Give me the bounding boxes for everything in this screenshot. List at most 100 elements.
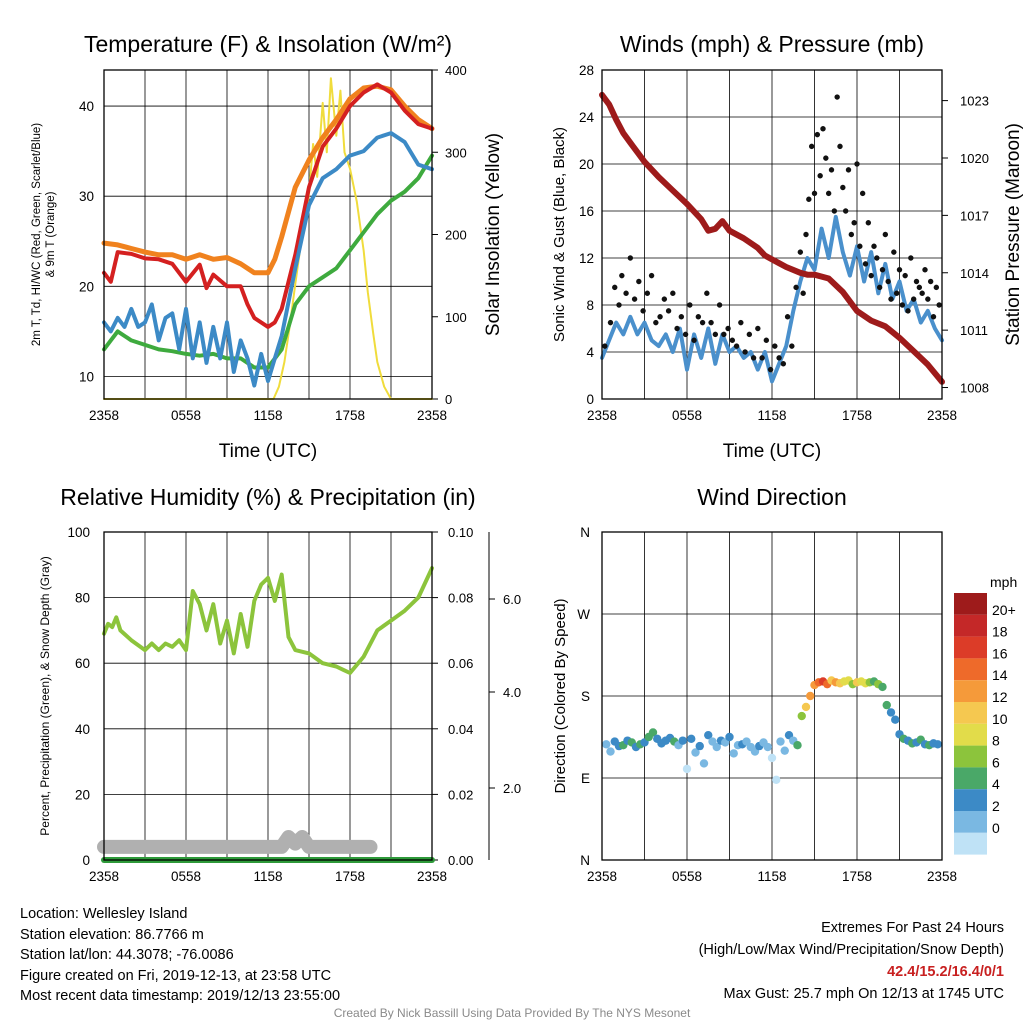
gust-point [848,231,855,238]
gust-point [933,284,940,291]
gust-point [678,314,685,320]
gust-point [716,302,723,308]
gust-point [695,314,702,320]
y3-tick-label: 4.0 [503,685,521,700]
colorbar-swatch [954,767,987,790]
gust-point [913,278,920,285]
gust-point [607,319,614,326]
y2-tick-label: 0.08 [448,591,473,606]
series-line-2m-t [102,82,434,329]
gust-point [789,343,795,349]
recent-data-text: Most recent data timestamp: 2019/12/13 2… [20,988,341,1004]
gust-point [772,343,778,349]
x-tick-label: 1158 [253,869,282,884]
gust-point [623,290,629,296]
gust-point [888,296,894,302]
direction-point [606,747,615,756]
x-tick-label: 0558 [672,408,702,423]
x-tick-label: 2358 [587,408,617,423]
direction-point [704,730,713,740]
colorbar-label: 4 [992,776,1000,792]
x-tick-label: 1758 [842,869,872,884]
gust-point [845,167,852,173]
panel-1: Temperature (F) & Insolation (W/m²)2358 0… [31,31,504,462]
gust-point [674,325,680,332]
gust-point [759,355,765,361]
x-tick-label: 0558 [171,869,201,884]
gust-point [817,173,823,179]
colorbar-swatch [954,789,987,811]
direction-point [780,746,789,755]
x-tick-label: 1758 [842,408,872,423]
y-tick-label: 30 [79,189,94,204]
x-axis-label: Time (UTC) [723,441,822,462]
colorbar-swatch [954,614,987,637]
gust-point [780,361,787,367]
gust-point [619,272,625,279]
colorbar-swatch [954,658,987,681]
series-line-station-pressure [599,91,945,385]
colorbar-swatch [954,702,987,724]
plot-frame [601,69,943,400]
gust-point [908,255,914,261]
gust-point [874,255,880,261]
y-tick-label: E [581,771,590,786]
gust-point [925,296,931,302]
plot-frame [103,69,433,400]
gust-point [854,161,860,167]
gust-point [800,290,806,296]
gust-point [865,220,872,226]
colorbar-label: 20+ [992,602,1016,618]
y2-tick-label: 1023 [960,94,989,109]
y-tick-label: 28 [579,63,594,78]
direction-point [678,736,687,745]
x-tick-label: 1758 [335,869,365,884]
gust-point [857,243,863,249]
y-tick-label: 8 [586,298,594,313]
gust-point [616,302,622,308]
y2-tick-label: 200 [445,228,467,243]
plot-frame [601,531,943,861]
gust-point [704,290,710,296]
plot-frame [103,531,433,861]
panel-3: Relative Humidity (%) & Precipitation (i… [38,484,521,884]
y3-tick-label: 6.0 [503,592,521,607]
gust-point [808,143,815,150]
gust-point [631,296,638,302]
gust-point [767,366,774,373]
gust-point [834,94,840,100]
gust-point [670,290,676,296]
direction-point [691,748,700,757]
gust-point [721,331,727,338]
gust-point [916,284,923,291]
created-text: Figure created on Fri, 2019-12-13, at 23… [20,967,332,984]
gust-point [640,308,646,314]
gust-point [896,267,903,273]
direction-point [797,711,806,721]
gust-point [729,337,736,343]
x-tick-label: 1158 [253,408,282,423]
speed-colorbar: mph 20+ 18 16 14 12 10 8 6 4 2 0 [954,574,1017,855]
colorbar-swatch [954,593,987,615]
extremes-title: Extremes For Past 24 Hours [821,920,1004,936]
series-line-snow-depth [97,830,378,854]
y2-axis-label: Station Pressure (Maroon) [1003,123,1024,346]
direction-point [602,740,611,749]
gust-point [661,296,668,302]
extremes-values: 42.4/15.2/16.4/0/1 [887,964,1004,980]
gust-point [602,343,608,349]
colorbar-swatch [954,832,987,855]
direction-point [699,759,709,768]
gust-point [837,143,843,150]
gust-point [899,302,906,308]
gust-point [665,308,672,314]
series-line-relative-humidity [102,566,434,675]
gust-point [871,243,877,249]
y2-tick-label: 1014 [960,266,989,281]
y-tick-label: 20 [79,279,94,294]
y2-tick-label: 100 [445,310,467,325]
gust-point [814,131,821,138]
panel-title: Winds (mph) & Pressure (mb) [620,31,924,57]
x-tick-label: 2358 [89,408,119,423]
y-tick-label: 60 [75,656,90,671]
